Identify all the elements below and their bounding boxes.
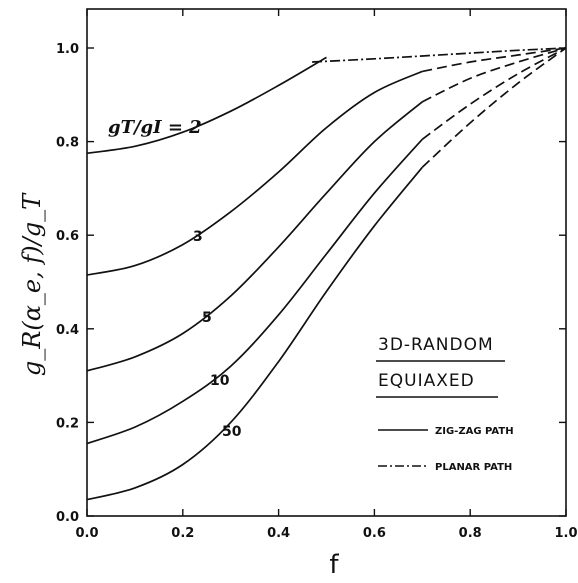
x-tick-label-5: 1.0	[554, 526, 577, 541]
x-tick-label-0: 0.0	[75, 526, 98, 541]
series-line-6	[421, 47, 567, 140]
y-tick-label-5: 1.0	[56, 42, 79, 57]
y-tick-label-3: 0.6	[56, 229, 79, 244]
x-tick-label-1: 0.2	[171, 526, 194, 541]
curve-label-1: 3	[193, 229, 203, 245]
series-line-7	[86, 166, 423, 501]
curve-labels: gT/gI = 2 3 5 10 50	[108, 117, 242, 440]
y-tick-label-4: 0.8	[56, 136, 79, 151]
series-line-3	[86, 101, 423, 372]
series-line-5	[86, 138, 423, 445]
x-tick-label-2: 0.4	[267, 526, 290, 541]
legend: 3D-RANDOM EQUIAXED ZIG-ZAG PATH PLANAR P…	[376, 335, 514, 473]
y-tick-label-0: 0.0	[56, 510, 79, 525]
x-tick-label-4: 0.8	[459, 526, 482, 541]
curve-label-0: gT/gI = 2	[108, 117, 202, 138]
ticks: 0.0 0.2 0.4 0.6 0.8 1.0 0.0 0.2 0.4 0.6 0.8 1.0	[56, 9, 578, 541]
curve-label-3: 5	[202, 310, 212, 326]
y-tick-label-2: 0.4	[56, 323, 79, 338]
y-axis-title: g_R(α_e, f)/g_T	[18, 192, 46, 376]
series-line-0	[86, 56, 327, 155]
curve-label-7: 50	[222, 424, 242, 440]
x-tick-label-3: 0.6	[363, 526, 386, 541]
series-line-8	[421, 47, 567, 168]
series-line-9	[312, 47, 567, 63]
curves	[86, 47, 567, 501]
series-line-4	[421, 47, 567, 103]
legend-item-zigzag: ZIG-ZAG PATH	[435, 426, 514, 437]
y-tick-label-1: 0.2	[56, 416, 79, 431]
legend-item-planar: PLANAR PATH	[435, 462, 512, 473]
series-line-1	[86, 70, 423, 276]
series-line-2	[422, 47, 567, 73]
x-axis-title: f	[329, 550, 339, 580]
legend-title-line-2: EQUIAXED	[378, 371, 475, 391]
curve-label-5: 10	[210, 373, 230, 389]
legend-title-line-1: 3D-RANDOM	[378, 335, 494, 355]
plot-frame	[86, 8, 567, 517]
